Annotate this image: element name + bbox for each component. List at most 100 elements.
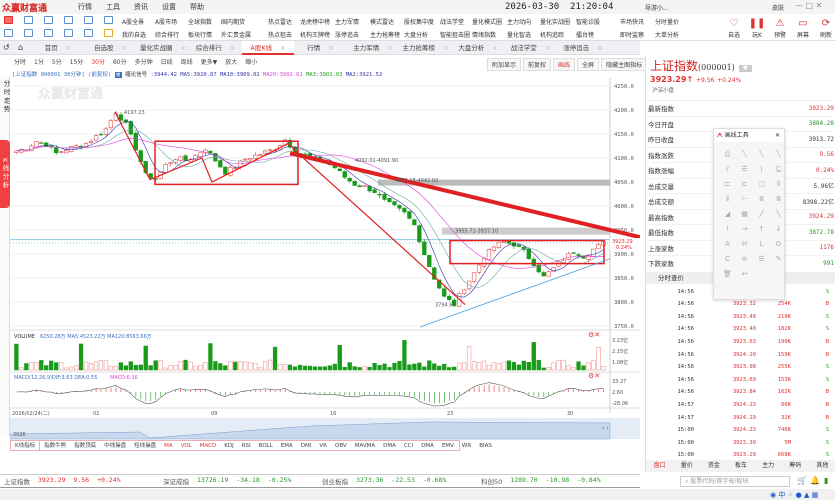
stock-search-input[interactable]: ⌕ 股票代码/首字母/板块: [680, 476, 790, 487]
draw-tool-icon[interactable]: ╲: [742, 150, 747, 158]
toolbar-link[interactable]: 综合排行: [155, 32, 180, 39]
close-tab-icon[interactable]: ×: [387, 44, 393, 52]
draw-tool-icon[interactable]: A: [725, 240, 730, 248]
indicator-tab[interactable]: BIAS: [479, 443, 492, 449]
status-index[interactable]: 创业板指 3273.36 -22.53 -0.68%: [322, 476, 477, 486]
toolbar-link[interactable]: 热点狙击: [268, 32, 293, 39]
draw-tool-icon[interactable]: ╲: [776, 210, 781, 218]
drawn-box[interactable]: [449, 239, 605, 265]
draw-tool-icon[interactable]: ▦: [741, 210, 748, 218]
period-button[interactable]: 更多▼: [200, 59, 218, 66]
user-name[interactable]: 导游小...: [645, 5, 669, 12]
indicator-tab[interactable]: RSI: [241, 443, 251, 449]
period-button[interactable]: 60分: [112, 59, 127, 66]
draw-tool-icon[interactable]: ☰: [758, 255, 765, 263]
quote-tab[interactable]: 资金: [707, 462, 720, 469]
toolbar-link[interactable]: 国内期货: [221, 19, 246, 26]
toolbar-link[interactable]: 量化智选: [507, 32, 532, 39]
draw-tool-icon[interactable]: →: [741, 225, 748, 233]
drawing-tools-panel[interactable]: ᗅ 画线工具 ✕ ⎙ ╲ ╲ ╲ ⫽ ☰ ⟩ ⊑ ⊏ ⊏ □ ⦀ ⦀ ⊢ Ⅲ Ⅲ ◢ ▦ ╱ ╲! → ↑ ↓ A H L O C ⊜ ☰ ✎…: [713, 128, 785, 300]
tab-item[interactable]: A股K线 ×: [242, 41, 294, 55]
tab-item[interactable]: 战法学堂 ×: [505, 41, 557, 55]
draw-tool-icon[interactable]: ⊏: [724, 180, 731, 188]
close-tab-icon[interactable]: ×: [229, 44, 236, 52]
chart-button[interactable]: 全屏: [577, 58, 600, 71]
tab-item[interactable]: 量化实战圈 ×: [137, 41, 189, 55]
home-icon[interactable]: ⌂: [18, 43, 24, 52]
alarm-button[interactable]: ⚠ 预警: [768, 18, 792, 39]
menu-news[interactable]: 资讯: [134, 3, 148, 11]
draw-tool-icon[interactable]: Ⅲ: [759, 195, 764, 203]
chart-button[interactable]: 画线: [553, 58, 576, 71]
period-button[interactable]: 周线: [180, 59, 193, 66]
indicator-tab[interactable]: CCI: [403, 443, 414, 449]
drawn-trendline[interactable]: [289, 151, 640, 240]
draw-tool-icon[interactable]: ╲: [759, 150, 764, 158]
indicator-tab[interactable]: DMI: [300, 443, 312, 449]
close-tab-icon[interactable]: ×: [180, 44, 186, 52]
quick-icon[interactable]: [44, 29, 53, 37]
tab-item[interactable]: 大盘分析 ×: [452, 41, 504, 55]
menu-settings[interactable]: 设置: [162, 3, 176, 11]
toolbar-link[interactable]: 即时监察: [620, 32, 645, 39]
draw-tool-icon[interactable]: ⊜: [741, 255, 748, 263]
toolbar-link[interactable]: 板块行情: [188, 32, 213, 39]
indicator-tab[interactable]: EMA: [280, 443, 293, 449]
toolbar-link[interactable]: 战法学堂: [440, 19, 465, 26]
draw-tool-icon[interactable]: ⫽: [725, 165, 730, 173]
toolbar-link[interactable]: 外汇贵金属: [221, 32, 252, 39]
quote-tab[interactable]: 量价: [680, 462, 693, 469]
kline-chart[interactable]: 众赢财富通 4250.0 4200.0 4150.0 4100.0 4050.0 4000.…: [10, 78, 640, 440]
panel-settings-icon[interactable]: ⚙✕: [588, 372, 600, 380]
draw-tool-icon[interactable]: □: [758, 180, 765, 188]
period-button[interactable]: 5分: [51, 59, 62, 66]
draw-tool-icon[interactable]: ✎: [775, 255, 782, 263]
quick-icon[interactable]: [104, 16, 113, 24]
toolbar-link[interactable]: 我的自选: [122, 32, 147, 39]
indicator-tab[interactable]: 中线操盘: [104, 443, 127, 449]
draw-tool-icon[interactable]: ⦀: [725, 195, 730, 203]
draw-tool-icon[interactable]: ⊢: [741, 195, 748, 203]
indicator-tab[interactable]: VOL: [180, 443, 192, 449]
status-index[interactable]: 上证指数 3923.29 9.56 +0.24%: [4, 476, 159, 486]
toolbar-link[interactable]: 智能诊股: [576, 19, 601, 26]
close-tab-icon[interactable]: ×: [280, 44, 286, 52]
drawn-zigzag[interactable]: [114, 111, 466, 305]
period-button[interactable]: 缩小: [245, 59, 258, 66]
indicator-tab[interactable]: K线指标: [11, 441, 41, 450]
close-tab-icon[interactable]: ×: [65, 44, 72, 52]
close-tab-icon[interactable]: ×: [597, 44, 603, 52]
indicator-tab[interactable]: MA: [164, 443, 173, 449]
close-icon[interactable]: ✕: [774, 132, 780, 139]
draw-tool-icon[interactable]: ◢: [724, 210, 731, 218]
toolbar-link[interactable]: 主力军情: [335, 19, 360, 26]
indicator-tab[interactable]: DMA: [383, 443, 396, 449]
draw-tool-icon[interactable]: !: [726, 225, 729, 233]
draw-tool-icon[interactable]: ⟩: [760, 165, 763, 173]
intraday-tab[interactable]: 分时走势: [2, 80, 10, 114]
navigator-arrows[interactable]: ‹ ›: [602, 425, 609, 432]
draw-tool-icon[interactable]: ⊏: [741, 180, 748, 188]
status-index[interactable]: 深证成指 13726.19 -34.18 -0.25%: [163, 476, 318, 486]
draw-tool-icon[interactable]: L: [759, 240, 764, 248]
panel-settings-icon[interactable]: ⚙✕: [588, 331, 600, 339]
quick-icon[interactable]: [64, 29, 73, 37]
tab-item[interactable]: 综合排行 ×: [190, 41, 242, 55]
period-button[interactable]: 日线: [160, 59, 173, 66]
heart-button[interactable]: ♡ 自选: [722, 18, 746, 39]
tab-item[interactable]: 涨停追击 ×: [557, 41, 609, 55]
quick-icon[interactable]: [44, 16, 53, 24]
toolbar-link[interactable]: 分时量价: [655, 19, 680, 26]
quick-icon[interactable]: [84, 16, 93, 24]
toolbar-link[interactable]: 智能狙击圈: [440, 32, 471, 39]
draw-tool-icon[interactable]: C: [725, 255, 730, 263]
quote-tab[interactable]: 主力: [762, 462, 775, 469]
indicator-tab[interactable]: MACD: [199, 443, 217, 449]
draw-tool-icon[interactable]: O: [775, 240, 782, 248]
tab-item[interactable]: 首页 ×: [32, 41, 84, 55]
draw-tool-icon[interactable]: ↑: [758, 225, 765, 233]
draw-tool-icon[interactable]: ╱: [759, 210, 764, 218]
period-button[interactable]: 分时: [14, 59, 27, 66]
indicator-tab[interactable]: DMA: [421, 443, 434, 449]
close-tab-icon[interactable]: ×: [492, 44, 498, 52]
